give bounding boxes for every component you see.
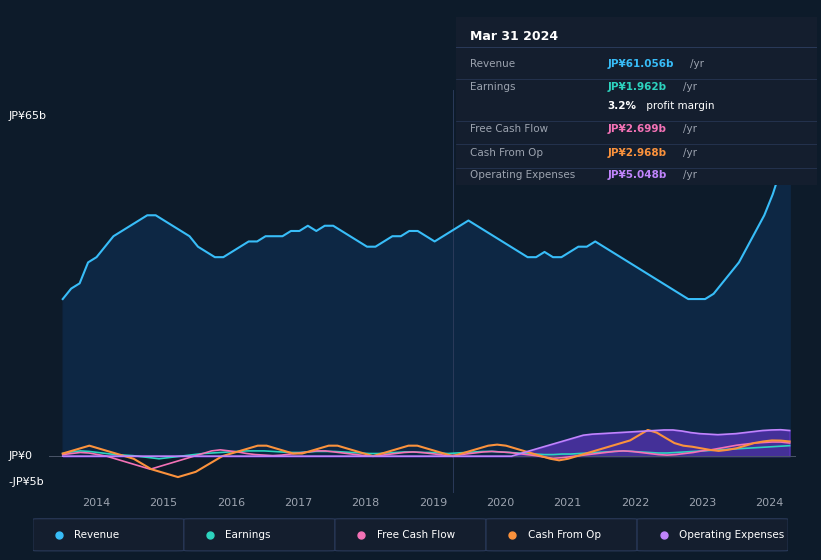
FancyBboxPatch shape xyxy=(335,519,486,551)
Text: -JP¥5b: -JP¥5b xyxy=(8,477,44,487)
Text: Operating Expenses: Operating Expenses xyxy=(679,530,784,540)
Text: Revenue: Revenue xyxy=(470,59,516,69)
Text: Mar 31 2024: Mar 31 2024 xyxy=(470,30,558,43)
Text: JP¥0: JP¥0 xyxy=(8,451,32,461)
Text: /yr: /yr xyxy=(682,124,696,134)
FancyBboxPatch shape xyxy=(184,519,335,551)
FancyBboxPatch shape xyxy=(637,519,788,551)
Text: Revenue: Revenue xyxy=(75,530,120,540)
Text: Operating Expenses: Operating Expenses xyxy=(470,170,576,180)
Text: Earnings: Earnings xyxy=(226,530,271,540)
Text: Free Cash Flow: Free Cash Flow xyxy=(470,124,548,134)
Text: 3.2%: 3.2% xyxy=(608,101,636,111)
Text: /yr: /yr xyxy=(682,170,696,180)
FancyBboxPatch shape xyxy=(33,519,184,551)
Text: JP¥65b: JP¥65b xyxy=(8,111,46,121)
Text: /yr: /yr xyxy=(682,148,696,158)
Text: JP¥2.968b: JP¥2.968b xyxy=(608,148,667,158)
Text: /yr: /yr xyxy=(690,59,704,69)
Text: JP¥2.699b: JP¥2.699b xyxy=(608,124,667,134)
Text: Cash From Op: Cash From Op xyxy=(528,530,601,540)
Text: Cash From Op: Cash From Op xyxy=(470,148,544,158)
FancyBboxPatch shape xyxy=(486,519,637,551)
Text: JP¥5.048b: JP¥5.048b xyxy=(608,170,667,180)
Text: Free Cash Flow: Free Cash Flow xyxy=(377,530,455,540)
Text: profit margin: profit margin xyxy=(643,101,714,111)
Text: Earnings: Earnings xyxy=(470,82,516,92)
Text: JP¥61.056b: JP¥61.056b xyxy=(608,59,674,69)
Text: JP¥1.962b: JP¥1.962b xyxy=(608,82,667,92)
Text: /yr: /yr xyxy=(682,82,696,92)
